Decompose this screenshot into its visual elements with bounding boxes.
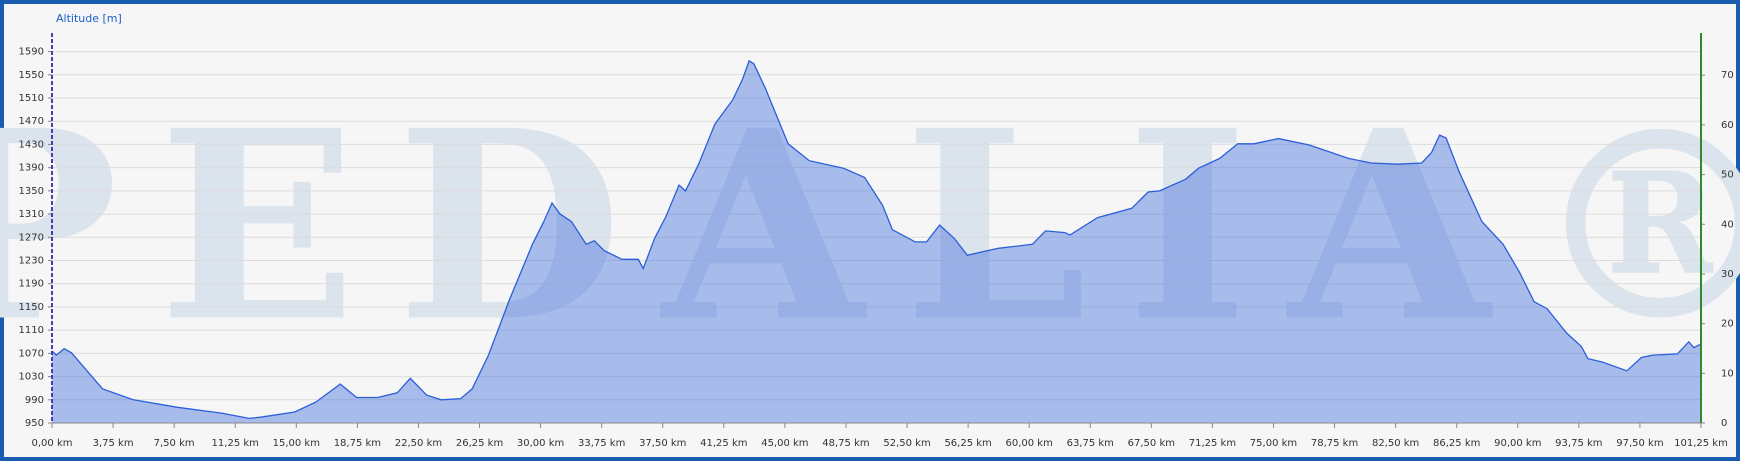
x-tick-label: 67,50 km: [1128, 438, 1175, 449]
x-tick-label: 15,00 km: [273, 438, 320, 449]
x-tick-label: 60,00 km: [1006, 438, 1053, 449]
y2-tick-label: 70: [1721, 70, 1734, 81]
x-tick-label: 78,75 km: [1311, 438, 1358, 449]
x-tick-label: 22,50 km: [395, 438, 442, 449]
y-tick-label: 1270: [19, 232, 44, 243]
y-tick-label: 1190: [19, 279, 44, 290]
y-tick-label: 1030: [19, 372, 44, 383]
y-tick-label: 1510: [19, 93, 44, 104]
y-tick-label: 1110: [19, 325, 44, 336]
x-tick-label: 56,25 km: [944, 438, 991, 449]
x-tick-label: 45,00 km: [761, 438, 808, 449]
x-tick-label: 90,00 km: [1494, 438, 1541, 449]
area: [52, 60, 1701, 424]
y-tick-label: 1070: [19, 348, 44, 359]
x-tick-label: 3,75 km: [93, 438, 134, 449]
x-tick-label: 101,25 km: [1674, 438, 1728, 449]
x-tick-label: 30,00 km: [517, 438, 564, 449]
x-tick-label: 26,25 km: [456, 438, 503, 449]
y-tick-label: 1310: [19, 209, 44, 220]
y-tick-label: 1350: [19, 186, 44, 197]
line: [51, 59, 1702, 420]
y-tick-label: 1150: [19, 302, 44, 313]
x-tick-label: 18,75 km: [334, 438, 381, 449]
x-tick-label: 97,50 km: [1616, 438, 1663, 449]
y-tick-label: 1430: [19, 139, 44, 150]
y-tick-label: 1390: [19, 163, 44, 174]
y2-tick-label: 0: [1721, 418, 1727, 429]
y2-tick-label: 30: [1721, 269, 1734, 280]
x-tick-label: 0,00 km: [32, 438, 73, 449]
x-tick-label: 48,75 km: [822, 438, 869, 449]
y-tick-label: 1470: [19, 116, 44, 127]
x-tick-label: 33,75 km: [578, 438, 625, 449]
y2-tick-label: 10: [1721, 368, 1734, 379]
axis-title: Altitude [m]: [56, 12, 122, 25]
x-tick-label: 93,75 km: [1555, 438, 1602, 449]
x-tick-label: 71,25 km: [1189, 438, 1236, 449]
y-tick-label: 1230: [19, 256, 44, 267]
y-tick-label: 1590: [19, 47, 44, 58]
y2-tick-label: 60: [1721, 120, 1734, 131]
x-tick-label: 41,25 km: [700, 438, 747, 449]
x-tick-label: 7,50 km: [154, 438, 195, 449]
y2-tick-label: 20: [1721, 319, 1734, 330]
y-tick-label: 950: [25, 418, 44, 429]
watermark-layer: PEDALIA®: [0, 74, 1740, 379]
x-tick-label: 11,25 km: [212, 438, 259, 449]
x-tick-label: 63,75 km: [1067, 438, 1114, 449]
y2-tick-label: 50: [1721, 170, 1734, 181]
y2-tick-label: 40: [1721, 219, 1734, 230]
watermark: PEDALIA®: [0, 74, 1740, 379]
x-tick-label: 86,25 km: [1433, 438, 1480, 449]
x-tick-label: 75,00 km: [1250, 438, 1297, 449]
x-tick-label: 82,50 km: [1372, 438, 1419, 449]
y-tick-label: 1550: [19, 70, 44, 81]
x-tick-label: 52,50 km: [883, 438, 930, 449]
y-tick-label: 990: [25, 395, 44, 406]
x-tick-label: 37,50 km: [639, 438, 686, 449]
